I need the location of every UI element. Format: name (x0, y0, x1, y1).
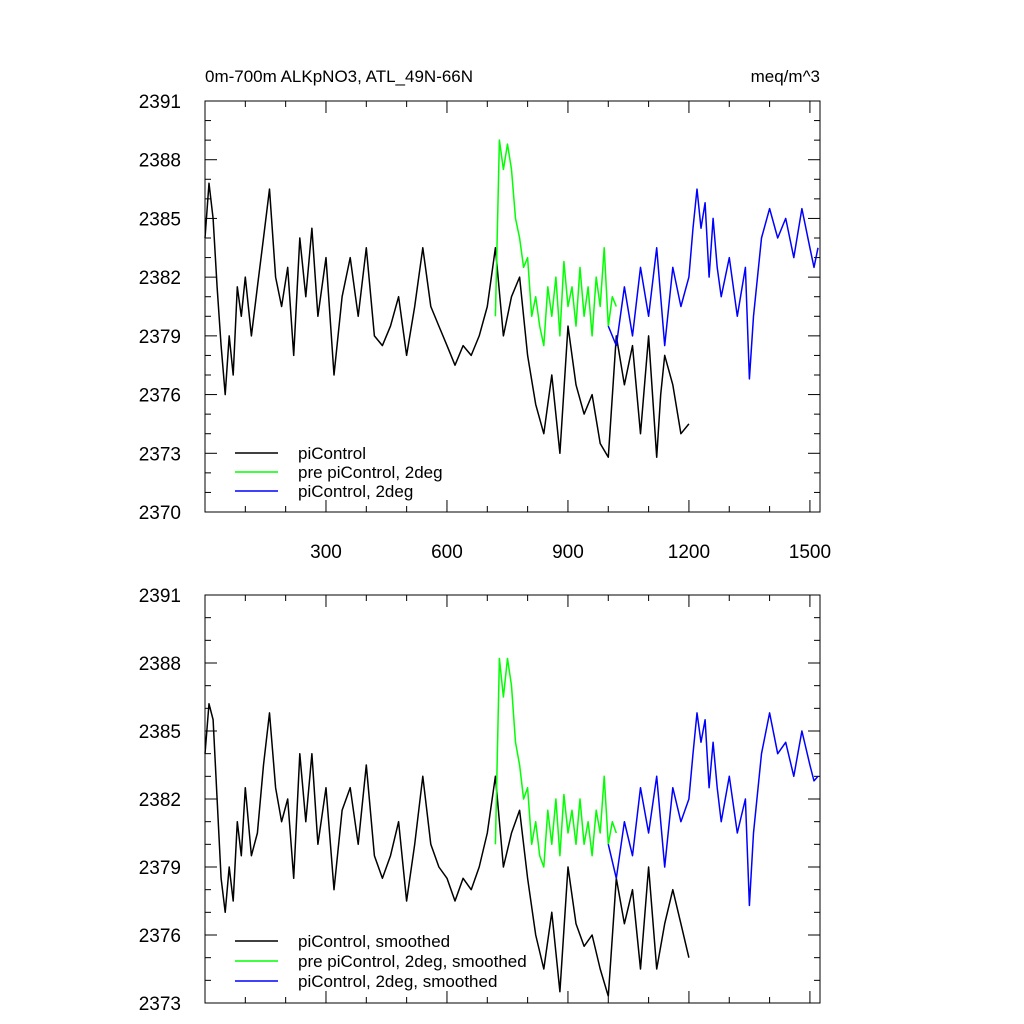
series-line-2 (494, 657, 618, 868)
y-tick-label: 2379 (139, 327, 181, 348)
series-line-3 (607, 712, 819, 907)
y-tick-label: 2382 (139, 268, 181, 289)
x-tick-label: 300 (310, 542, 342, 563)
y-tick-label: 2388 (139, 654, 181, 675)
y-tick-label: 2376 (139, 386, 181, 407)
y-tick-label: 2382 (139, 790, 181, 811)
legend-label-3: piControl, 2deg, smoothed (298, 972, 497, 991)
legend-label-3: piControl, 2deg (298, 482, 413, 501)
x-tick-label: 1200 (668, 542, 710, 563)
y-tick-label: 2379 (139, 858, 181, 879)
y-tick-label: 2373 (139, 444, 181, 465)
top-title-right: meq/m^3 (751, 67, 820, 86)
top-title-left: 0m-700m ALKpNO3, ATL_49N-66N (205, 67, 473, 86)
y-tick-label: 2385 (139, 209, 181, 230)
legend-label-2: pre piControl, 2deg (298, 463, 443, 482)
y-tick-label: 2370 (139, 503, 181, 524)
y-tick-label: 2385 (139, 722, 181, 743)
bottom-panel: 2373 2376 2379 2382 2385 2388 2391 piControl, s… (139, 586, 821, 1015)
x-tick-label: 600 (431, 542, 463, 563)
y-tick-label: 2388 (139, 151, 181, 172)
plot-frame (204, 100, 821, 513)
y-tick-label: 2391 (139, 92, 181, 113)
y-tick-label: 2376 (139, 926, 181, 947)
series-line-3 (607, 188, 819, 380)
series-line-1 (204, 703, 690, 997)
legend-label-1: piControl, smoothed (298, 932, 450, 951)
x-tick-label: 900 (552, 542, 584, 563)
series-line-1 (204, 182, 690, 458)
legend-label-1: piControl (298, 444, 366, 463)
series-line-2 (494, 139, 617, 347)
top-panel: 0m-700m ALKpNO3, ATL_49N-66N meq/m^3 237… (139, 67, 831, 563)
y-tick-label: 2391 (139, 586, 181, 607)
x-tick-label: 1500 (789, 542, 831, 563)
legend-label-2: pre piControl, 2deg, smoothed (298, 952, 527, 971)
y-tick-label: 2373 (139, 994, 181, 1015)
